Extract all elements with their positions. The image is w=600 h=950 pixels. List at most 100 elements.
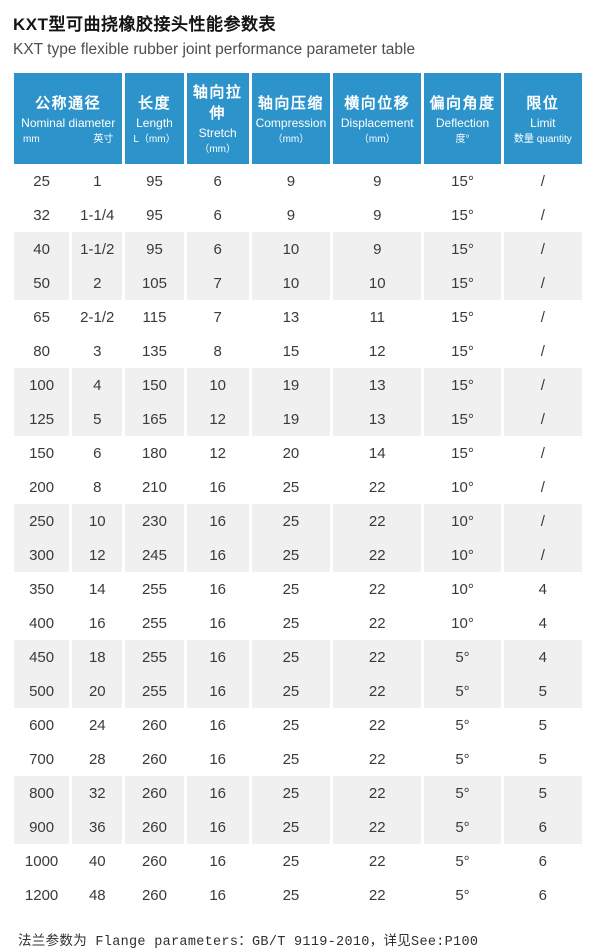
table-row: 25 1 95 6 9 9 15° / (14, 164, 582, 198)
table-cell: 5° (424, 640, 501, 674)
table-row: 200 8 210 16 25 22 10° / (14, 470, 582, 504)
table-cell: / (503, 300, 582, 334)
column-label-en: Stretch (198, 126, 237, 140)
table-cell: 2 (72, 266, 123, 300)
table-cell: 15° (424, 164, 501, 198)
table-cell: 125 (14, 402, 70, 436)
table-cell: 6 (186, 232, 249, 266)
table-cell: 95 (125, 164, 184, 198)
table-cell: 6 (503, 844, 582, 878)
table-cell: 16 (186, 470, 249, 504)
table-cell: 16 (186, 742, 249, 776)
column-unit: （mm） (272, 133, 310, 145)
table-cell: 12 (333, 334, 422, 368)
table-cell: 15° (424, 300, 501, 334)
table-cell: 25 (251, 504, 331, 538)
column-header-compression: 轴向压缩 Compression （mm） (251, 73, 331, 164)
table-cell: 105 (125, 266, 184, 300)
table-cell: 260 (125, 776, 184, 810)
table-cell: 9 (251, 198, 331, 232)
table-cell: 1200 (14, 878, 70, 912)
table-cell: 260 (125, 844, 184, 878)
column-label-cn: 限位 (526, 94, 560, 112)
table-cell: 36 (72, 810, 123, 844)
table-cell: 22 (333, 742, 422, 776)
table-cell: 10 (251, 266, 331, 300)
column-label-cn: 长度 (137, 94, 171, 112)
table-cell: 22 (333, 810, 422, 844)
table-cell: 10° (424, 606, 501, 640)
table-cell: 700 (14, 742, 70, 776)
table-row: 400 16 255 16 25 22 10° 4 (14, 606, 582, 640)
table-cell: 25 (251, 776, 331, 810)
table-row: 800 32 260 16 25 22 5° 5 (14, 776, 582, 810)
table-cell: 22 (333, 844, 422, 878)
table-cell: 6 (72, 436, 123, 470)
table-cell: 22 (333, 674, 422, 708)
table-cell: 900 (14, 810, 70, 844)
table-cell: 15° (424, 436, 501, 470)
table-cell: 25 (251, 538, 331, 572)
table-cell: 5° (424, 844, 501, 878)
table-cell: / (503, 538, 582, 572)
column-label-en: Deflection (435, 115, 490, 130)
table-cell: / (503, 232, 582, 266)
table-cell: 16 (186, 640, 249, 674)
column-label-en: Length (136, 115, 173, 130)
column-header-limit: 限位 Limit 数量 quantity (503, 73, 582, 164)
table-cell: 11 (333, 300, 422, 334)
table-cell: 95 (125, 198, 184, 232)
table-cell: 50 (14, 266, 70, 300)
table-row: 450 18 255 16 25 22 5° 4 (14, 640, 582, 674)
table-cell: 16 (186, 776, 249, 810)
table-cell: 16 (186, 674, 249, 708)
table-cell: / (503, 402, 582, 436)
table-row: 300 12 245 16 25 22 10° / (14, 538, 582, 572)
table-cell: 800 (14, 776, 70, 810)
table-cell: 7 (186, 266, 249, 300)
table-row: 500 20 255 16 25 22 5° 5 (14, 674, 582, 708)
table-cell: 5° (424, 674, 501, 708)
column-header-length: 长度 Length L（mm） (125, 73, 184, 164)
table-cell: 19 (251, 402, 331, 436)
table-cell: 165 (125, 402, 184, 436)
table-cell: 24 (72, 708, 123, 742)
table-cell: 500 (14, 674, 70, 708)
column-label-cn: 公称通径 (35, 94, 102, 112)
table-cell: 10° (424, 504, 501, 538)
table-cell: 5° (424, 776, 501, 810)
table-cell: 2-1/2 (72, 300, 123, 334)
catalog-page: KXT型可曲挠橡胶接头性能参数表 KXT type flexible rubbe… (13, 15, 582, 950)
table-cell: 230 (125, 504, 184, 538)
column-unit: L（mm） (133, 133, 176, 145)
table-cell: 9 (251, 164, 331, 198)
table-row: 700 28 260 16 25 22 5° 5 (14, 742, 582, 776)
table-cell: 8 (186, 334, 249, 368)
table-row: 100 4 150 10 19 13 15° / (14, 368, 582, 402)
table-cell: 28 (72, 742, 123, 776)
table-cell: 5° (424, 742, 501, 776)
table-cell: 9 (333, 232, 422, 266)
table-cell: 180 (125, 436, 184, 470)
column-header-nominal-diameter: 公称通径 Nominal diameter mm 英寸 (14, 73, 123, 164)
table-cell: 6 (503, 810, 582, 844)
table-row: 40 1-1/2 95 6 10 9 15° / (14, 232, 582, 266)
table-cell: 9 (333, 164, 422, 198)
table-cell: 20 (72, 674, 123, 708)
column-unit: （mm） (358, 133, 396, 145)
column-label-cn: 轴向拉伸 (192, 84, 243, 122)
table-cell: 200 (14, 470, 70, 504)
table-cell: 600 (14, 708, 70, 742)
table-cell: / (503, 198, 582, 232)
table-cell: 5° (424, 810, 501, 844)
table-cell: 260 (125, 708, 184, 742)
table-cell: 13 (251, 300, 331, 334)
table-cell: 25 (251, 674, 331, 708)
table-row: 250 10 230 16 25 22 10° / (14, 504, 582, 538)
table-cell: 22 (333, 504, 422, 538)
table-row: 32 1-1/4 95 6 9 9 15° / (14, 198, 582, 232)
table-cell: 150 (125, 368, 184, 402)
column-header-stretch: 轴向拉伸 Stretch （mm） (186, 73, 249, 164)
table-cell: 10° (424, 572, 501, 606)
table-cell: 8 (72, 470, 123, 504)
